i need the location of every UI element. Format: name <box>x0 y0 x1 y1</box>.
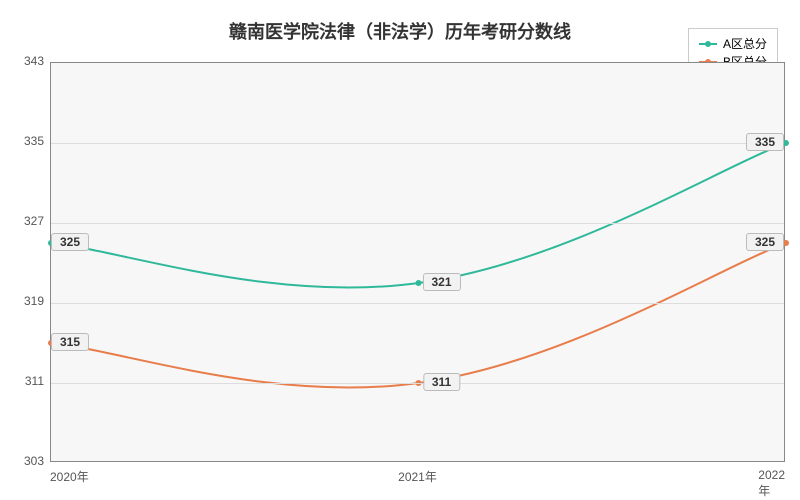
legend-label: A区总分 <box>723 35 767 53</box>
data-point-marker <box>416 280 422 286</box>
y-axis-tick-label: 319 <box>16 294 44 308</box>
chart-container: 赣南医学院法律（非法学）历年考研分数线 A区总分 B区总分 3033113193… <box>0 0 800 500</box>
y-axis-tick-label: 311 <box>16 374 44 388</box>
y-axis-tick-label: 303 <box>16 454 44 468</box>
chart-title: 赣南医学院法律（非法学）历年考研分数线 <box>229 18 571 44</box>
x-axis-tick-label: 2022年 <box>758 468 785 499</box>
series-line <box>51 143 786 288</box>
plot-area <box>50 62 785 462</box>
gridline <box>51 383 784 384</box>
gridline <box>51 223 784 224</box>
x-axis-tick-label: 2020年 <box>50 468 89 485</box>
x-axis-tick-label: 2021年 <box>398 468 437 485</box>
gridline <box>51 143 784 144</box>
y-axis-tick-label: 327 <box>16 214 44 228</box>
legend-item: A区总分 <box>699 35 767 53</box>
y-axis-tick-label: 335 <box>16 134 44 148</box>
chart-svg <box>51 63 786 463</box>
data-point-label: 311 <box>423 373 460 391</box>
data-point-label: 325 <box>746 233 784 251</box>
data-point-label: 335 <box>746 133 784 151</box>
legend-swatch-icon <box>699 43 717 45</box>
y-axis-tick-label: 343 <box>16 54 44 68</box>
data-point-label: 325 <box>51 233 89 251</box>
data-point-label: 315 <box>51 333 89 351</box>
data-point-label: 321 <box>422 273 460 291</box>
gridline <box>51 303 784 304</box>
